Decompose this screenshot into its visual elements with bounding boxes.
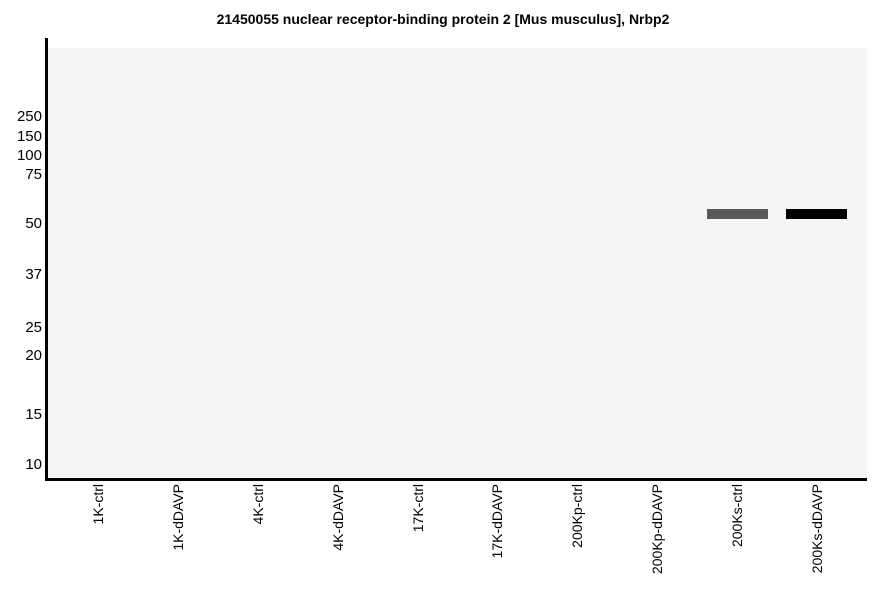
mw-tick-label-75: 75 (25, 166, 42, 183)
mw-tick-label-37: 37 (25, 266, 42, 283)
lane-label-4K-ctrl: 4K-ctrl (250, 484, 266, 525)
mw-tick-label-15: 15 (25, 406, 42, 423)
lane-label-200Kp-ctrl: 200Kp-ctrl (569, 484, 585, 548)
lane-label-200Kp-dDAVP: 200Kp-dDAVP (649, 484, 665, 575)
figure-title: 21450055 nuclear receptor-binding protei… (216, 11, 670, 27)
x-axis-line (45, 478, 867, 481)
lane-label-1K-dDAVP: 1K-dDAVP (170, 484, 186, 551)
lane-label-17K-dDAVP: 17K-dDAVP (489, 484, 505, 559)
mw-tick-label-50: 50 (25, 215, 42, 232)
protein-band-200Ks-ctrl (707, 209, 768, 219)
protein-band-200Ks-dDAVP (786, 209, 847, 219)
lane-label-17K-ctrl: 17K-ctrl (410, 484, 426, 533)
lane-label-4K-dDAVP: 4K-dDAVP (330, 484, 346, 551)
mw-tick-label-100: 100 (16, 147, 42, 164)
mw-tick-label-10: 10 (25, 456, 42, 473)
lane-label-1K-ctrl: 1K-ctrl (90, 484, 106, 525)
mw-tick-label-150: 150 (16, 128, 42, 145)
y-axis-line (45, 38, 48, 481)
mw-tick-label-25: 25 (25, 319, 42, 336)
lane-label-200Ks-ctrl: 200Ks-ctrl (729, 484, 745, 548)
lane-label-200Ks-dDAVP: 200Ks-dDAVP (809, 484, 825, 574)
mw-tick-label-20: 20 (25, 347, 42, 364)
mw-tick-label-250: 250 (16, 108, 42, 125)
gel-plot-area (48, 48, 867, 478)
